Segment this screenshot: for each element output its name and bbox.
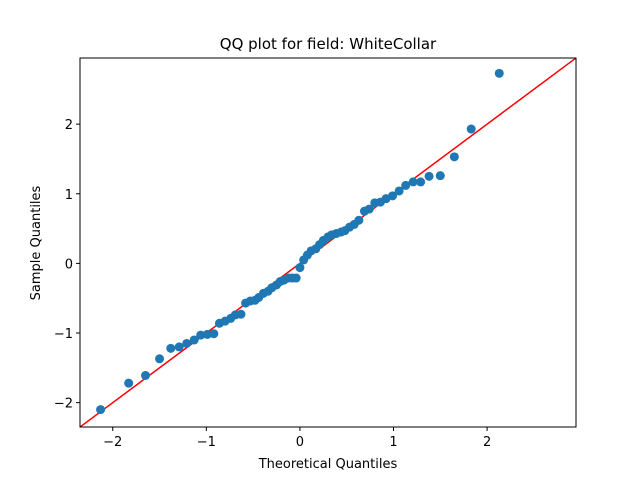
data-point — [124, 378, 134, 388]
x-tick-label: 2 — [483, 435, 491, 450]
y-tick-label: 1 — [65, 188, 73, 203]
data-point — [435, 171, 445, 181]
data-point — [202, 329, 212, 339]
y-tick-label: 0 — [65, 257, 73, 272]
x-axis-title: Theoretical Quantiles — [258, 457, 398, 472]
data-point — [295, 263, 305, 273]
data-point — [494, 68, 504, 78]
x-tick-label: −1 — [197, 435, 216, 450]
data-point — [166, 343, 176, 353]
data-point — [466, 124, 476, 134]
data-point — [209, 329, 219, 339]
data-point — [354, 215, 364, 225]
data-point — [155, 354, 165, 364]
data-point — [182, 338, 192, 348]
y-tick-label: −2 — [54, 397, 73, 412]
data-point — [96, 405, 106, 415]
data-point — [189, 335, 199, 345]
x-tick-label: −2 — [103, 435, 122, 450]
data-point — [449, 152, 459, 162]
data-point — [388, 191, 398, 201]
data-point — [236, 309, 246, 319]
y-tick-label: −1 — [54, 327, 73, 342]
data-point — [364, 204, 374, 214]
y-tick-label: 2 — [65, 118, 73, 133]
data-point — [408, 177, 418, 187]
data-point — [141, 370, 151, 380]
data-point — [424, 171, 434, 181]
reference-line — [80, 58, 576, 427]
chart-title: QQ plot for field: WhiteCollar — [220, 35, 437, 53]
data-point — [416, 177, 426, 187]
x-tick-label: 1 — [389, 435, 397, 450]
x-tick-label: 0 — [296, 435, 304, 450]
data-point — [196, 330, 206, 340]
y-axis-title: Sample Quantiles — [29, 185, 44, 300]
data-point — [174, 342, 184, 352]
data-point — [291, 273, 301, 283]
data-point — [394, 186, 404, 196]
data-point — [401, 180, 411, 190]
plot-area-frame — [79, 57, 577, 428]
